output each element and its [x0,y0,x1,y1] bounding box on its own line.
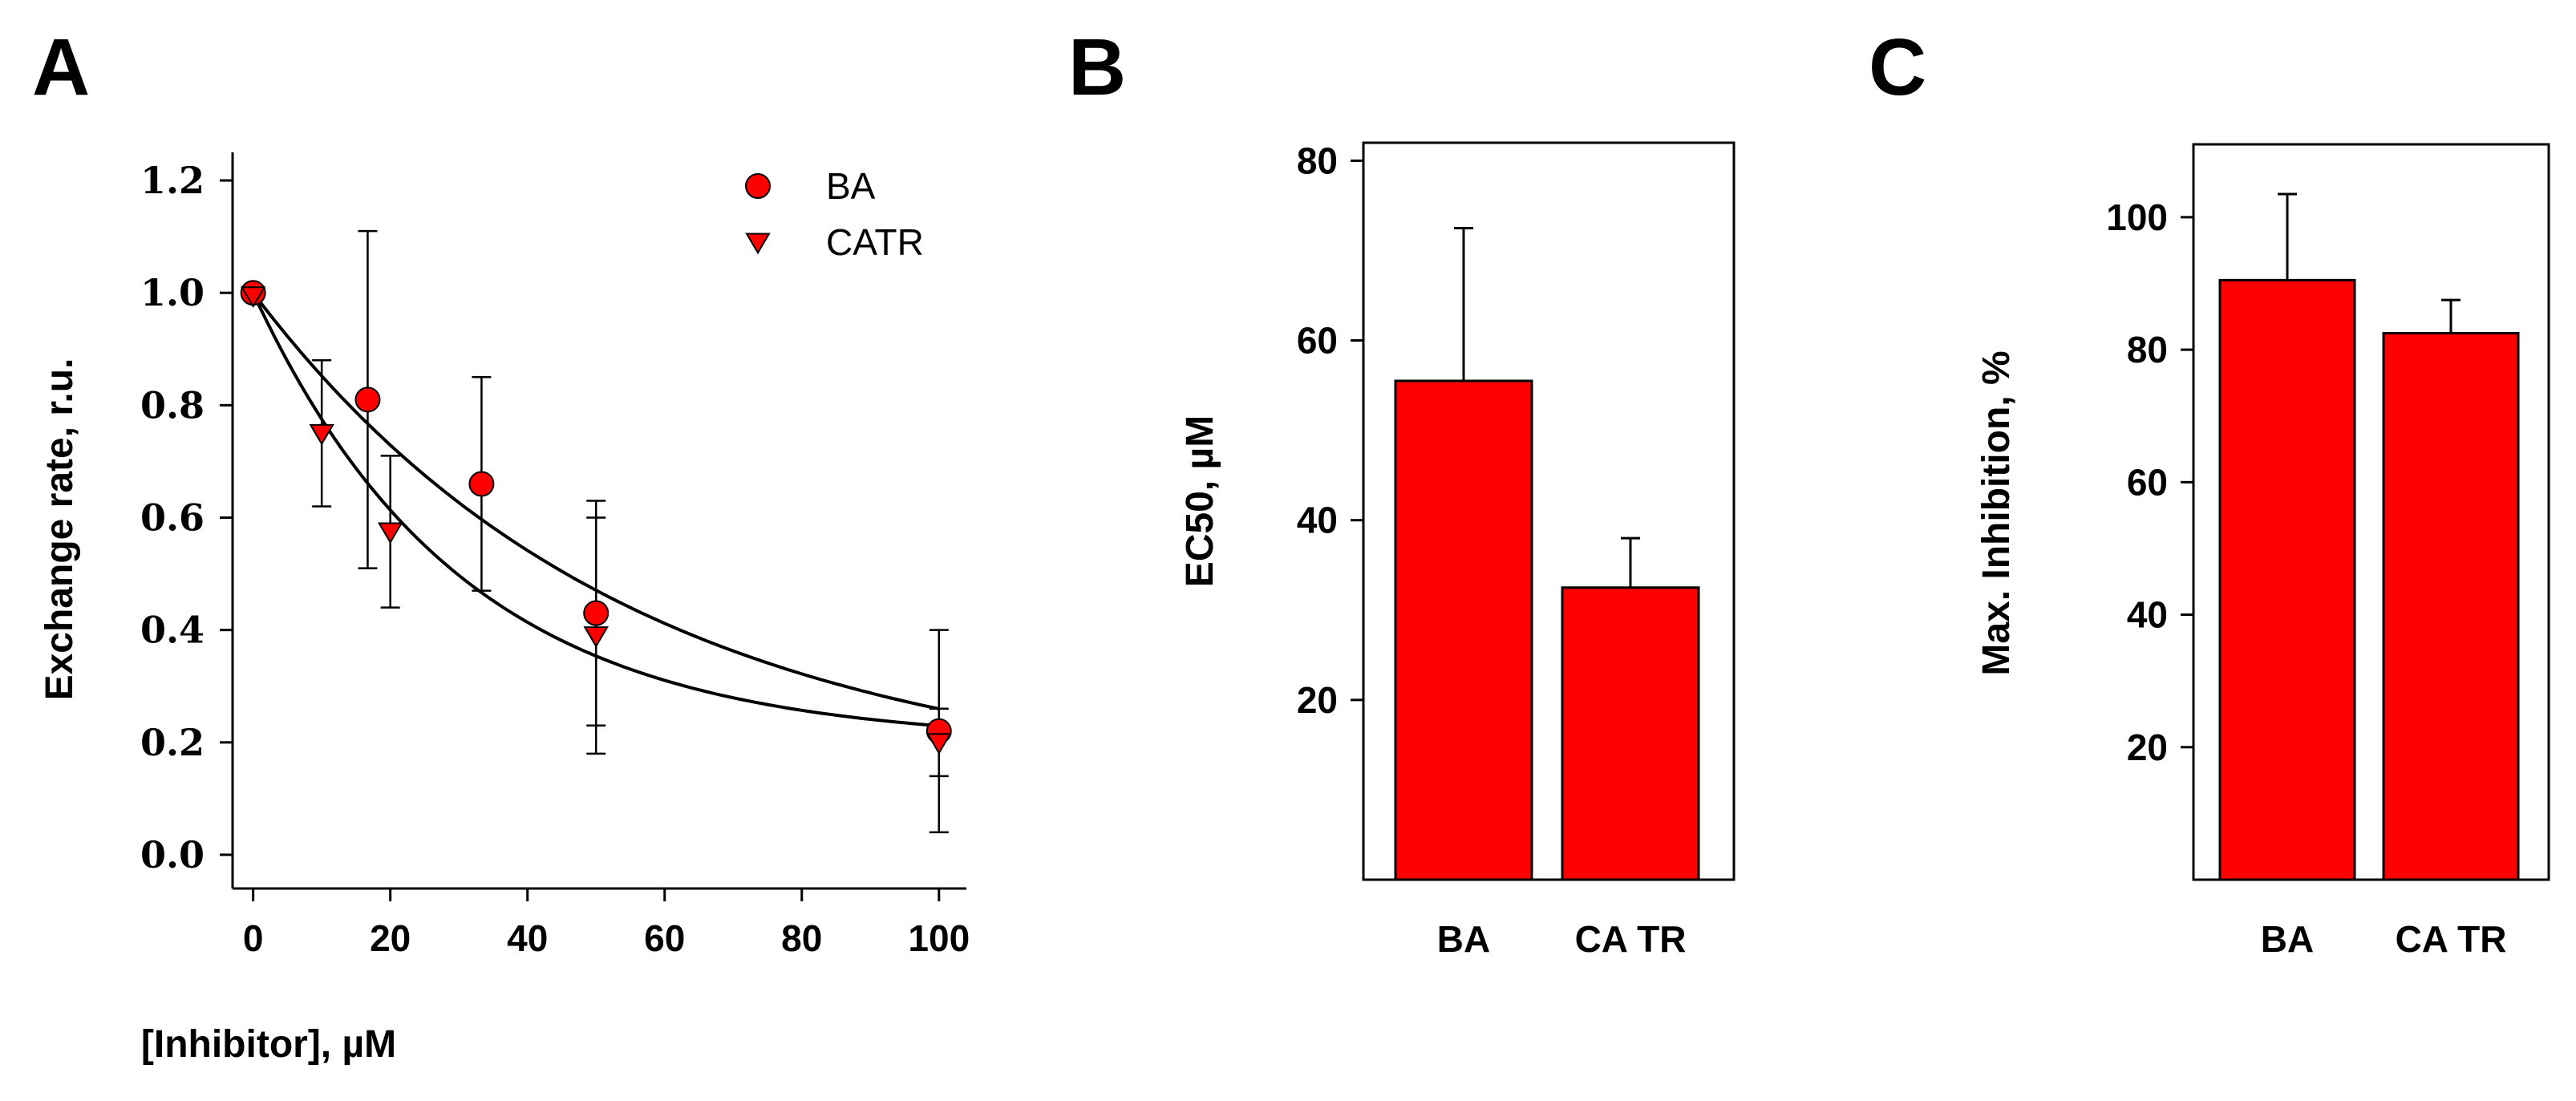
y-axis-label: Max. Inhibition, % [1975,350,2018,675]
y-axis-label: Exchange rate, r.u. [38,358,81,701]
x-axis-label: [Inhibitor], µM [141,1023,396,1066]
panel-b: B EC50, µM 20 40 60 80 BA CA TR [1068,22,1736,960]
panel-letter: B [1068,22,1126,112]
y-tick-label: 60 [1297,320,1338,362]
data-point-catr [926,733,952,755]
plot-frame [1362,141,1736,881]
y-tick-label: 40 [2127,594,2168,636]
y-tick-label: 0.6 [140,496,205,539]
panel-letter: A [32,22,90,112]
y-tick-label: 1.2 [140,159,205,202]
data-point-catr [583,626,609,648]
x-tick-label: 0 [243,917,264,959]
legend-marker-catr [745,233,771,255]
bar [2382,331,2520,881]
data-point-catr [309,423,334,446]
bar [1394,379,1533,881]
panel-letter: C [1869,22,1926,112]
x-tick-label: 80 [781,917,822,959]
legend-marker-ba [745,173,771,199]
y-tick-label: 20 [1297,679,1338,721]
y-tick-label: 80 [1297,140,1338,181]
category-label: CA TR [1575,918,1687,960]
legend-label: BA [826,165,876,207]
y-tick-label: 40 [1297,500,1338,541]
y-tick-label: 100 [2106,196,2168,238]
bar [1561,586,1700,881]
category-label: BA [2261,918,2314,960]
data-point-ba [468,471,495,497]
y-tick-label: 60 [2127,461,2168,503]
panel-a: A [Inhibitor], µM Exchange rate, r.u. 0 2… [32,22,970,1066]
x-tick-label: 40 [507,917,548,959]
y-tick-label: 0.0 [140,833,205,876]
y-tick-label: 20 [2127,727,2168,768]
data-point-catr [377,522,403,544]
category-label: BA [1437,918,1490,960]
bar [2218,278,2356,881]
panel-c: C Max. Inhibition, % 20 40 60 80 100 BA CA TR [1869,22,2550,960]
y-tick-label: 1.0 [140,271,205,314]
y-tick-label: 0.2 [140,721,205,764]
y-tick-label: 80 [2127,329,2168,370]
y-tick-label: 0.8 [140,383,205,427]
data-point-ba [583,600,610,626]
plot-frame [2192,143,2550,881]
y-axis-label: EC50, µM [1179,415,1221,587]
category-label: CA TR [2396,918,2507,960]
y-tick-label: 0.4 [140,609,205,652]
x-tick-label: 100 [908,917,970,959]
data-point-ba [354,387,381,413]
legend: BA CATR [745,165,924,263]
x-tick-label: 60 [644,917,685,959]
data-point-catr [240,286,266,308]
x-tick-label: 20 [370,917,411,959]
legend-label: CATR [826,221,924,263]
